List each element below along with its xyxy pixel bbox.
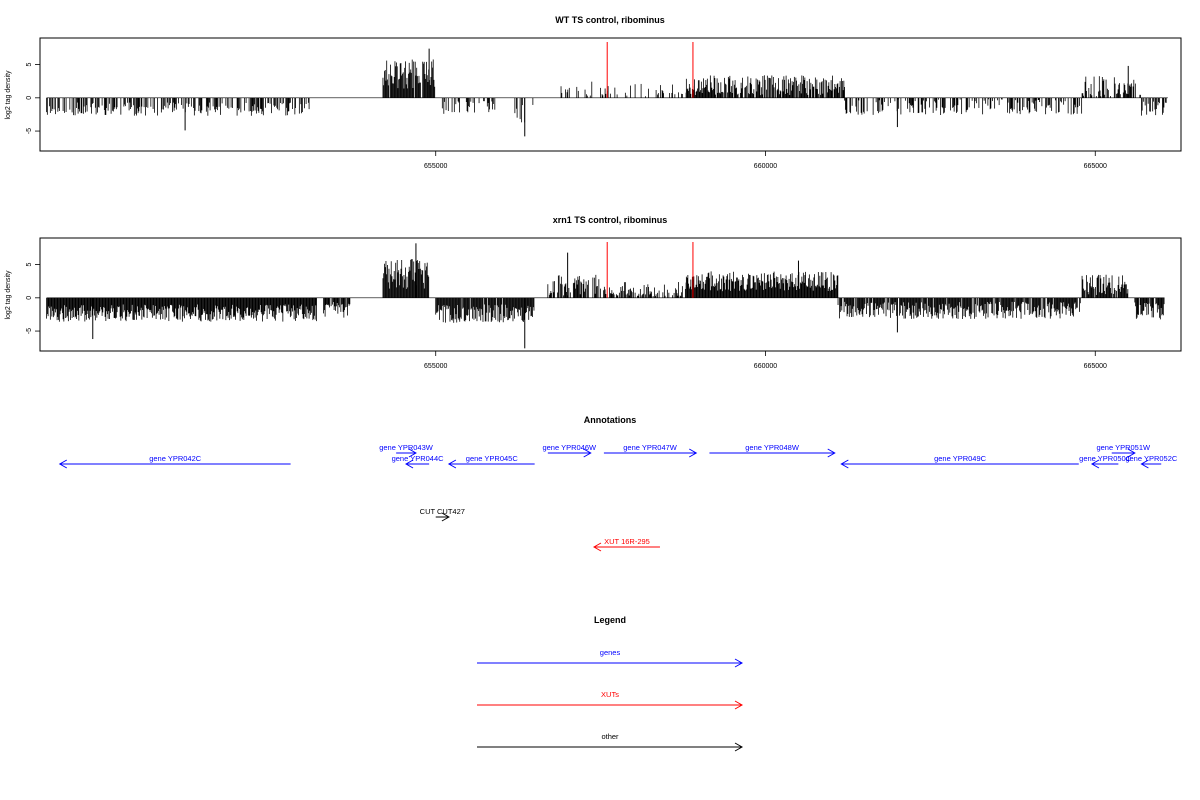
x-tick-label: 660000 [754,363,777,370]
arrow-head [408,448,417,458]
x-tick-label: 655000 [424,363,447,370]
annotation-label: CUT CUT427 [420,507,465,516]
annotation-arrow: gene YPR042C [58,454,291,469]
annotation-arrow: gene YPR050C [1079,454,1132,469]
panel-wt-ts-control: WT TS control, ribominus log2 tag densit… [5,15,1182,170]
legend-label: genes [600,648,621,657]
legend-arrow: XUTs [477,690,744,710]
annotation-arrow: gene YPR048W [709,443,836,458]
annotation-arrow: CUT CUT427 [420,507,465,522]
arrow-head [827,448,836,458]
arrow-head [734,700,744,710]
y-tick-label: 5 [26,263,33,267]
legend-arrow: genes [477,648,744,668]
legend-label: other [601,732,619,741]
arrow-head [1127,448,1136,458]
arrow-head [734,742,744,752]
plot-frame [39,37,1182,152]
annotation-arrow: gene YPR046W [542,443,597,458]
annotation-label: gene YPR044C [392,454,445,463]
y-tick-label: 0 [26,96,33,100]
plot-frame [39,237,1182,352]
panel-title: WT TS control, ribominus [555,15,665,25]
arrow-head [441,512,450,522]
axes: 655000 660000 665000 -5 0 5 [26,63,1107,170]
panel-xrn1-ts-control: xrn1 TS control, ribominus log2 tag dens… [5,215,1182,370]
arrow-head [734,658,744,668]
annotation-arrow: gene YPR051W [1096,443,1151,458]
annotations-title: Annotations [584,415,637,425]
arrow-head [840,459,849,469]
axes: 655000 660000 665000 -5 0 5 [26,263,1107,370]
annotation-arrow: gene YPR043W [379,443,434,458]
annotation-label: gene YPR042C [149,454,202,463]
arrow-head [688,448,698,458]
arrow-head [1140,459,1149,469]
y-axis-label: log2 tag density [5,270,12,320]
bar-group [46,242,1165,349]
annotation-label: gene YPR049C [934,454,987,463]
y-axis-label: log2 tag density [5,70,12,120]
panel-title: xrn1 TS control, ribominus [553,215,668,225]
y-tick-label: -5 [26,128,33,134]
annotation-arrow: gene YPR045C [447,454,535,469]
annotation-label: gene YPR046W [542,443,597,452]
annotation-label: XUT 16R-295 [604,537,650,546]
arrow-head [593,542,602,552]
arrow-head [583,448,592,458]
annotation-label: gene YPR043W [379,443,434,452]
annotation-arrow: gene YPR052C [1125,454,1178,469]
annotation-label: gene YPR047W [623,443,678,452]
annotation-arrow: gene YPR049C [840,454,1079,469]
y-tick-label: 5 [26,63,33,67]
annotation-label: gene YPR048W [745,443,800,452]
legend-label: XUTs [601,690,619,699]
arrow-head [405,459,414,469]
annotation-label: gene YPR045C [466,454,519,463]
legend-title: Legend [594,615,626,625]
annotation-arrow: gene YPR044C [392,454,445,469]
x-tick-label: 665000 [1084,163,1107,170]
annotation-label: gene YPR051W [1096,443,1151,452]
annotation-label: gene YPR052C [1125,454,1178,463]
bar-group [46,42,1168,137]
x-tick-label: 665000 [1084,363,1107,370]
x-tick-label: 660000 [754,163,777,170]
arrow-head [447,459,457,469]
x-tick-label: 655000 [424,163,447,170]
y-tick-label: 0 [26,296,33,300]
legend-items: genes XUTs other [477,648,744,752]
annotation-features: gene YPR042C gene YPR043W gene YPR044C gene… [58,443,1178,552]
annotation-label: gene YPR050C [1079,454,1132,463]
legend: Legend genes XUTs other [477,615,744,752]
arrow-head [1090,459,1100,469]
arrow-head [58,459,68,469]
annotation-arrow: XUT 16R-295 [593,537,660,552]
y-tick-label: -5 [26,328,33,334]
annotation-arrow: gene YPR047W [603,443,698,458]
legend-arrow: other [477,732,744,752]
